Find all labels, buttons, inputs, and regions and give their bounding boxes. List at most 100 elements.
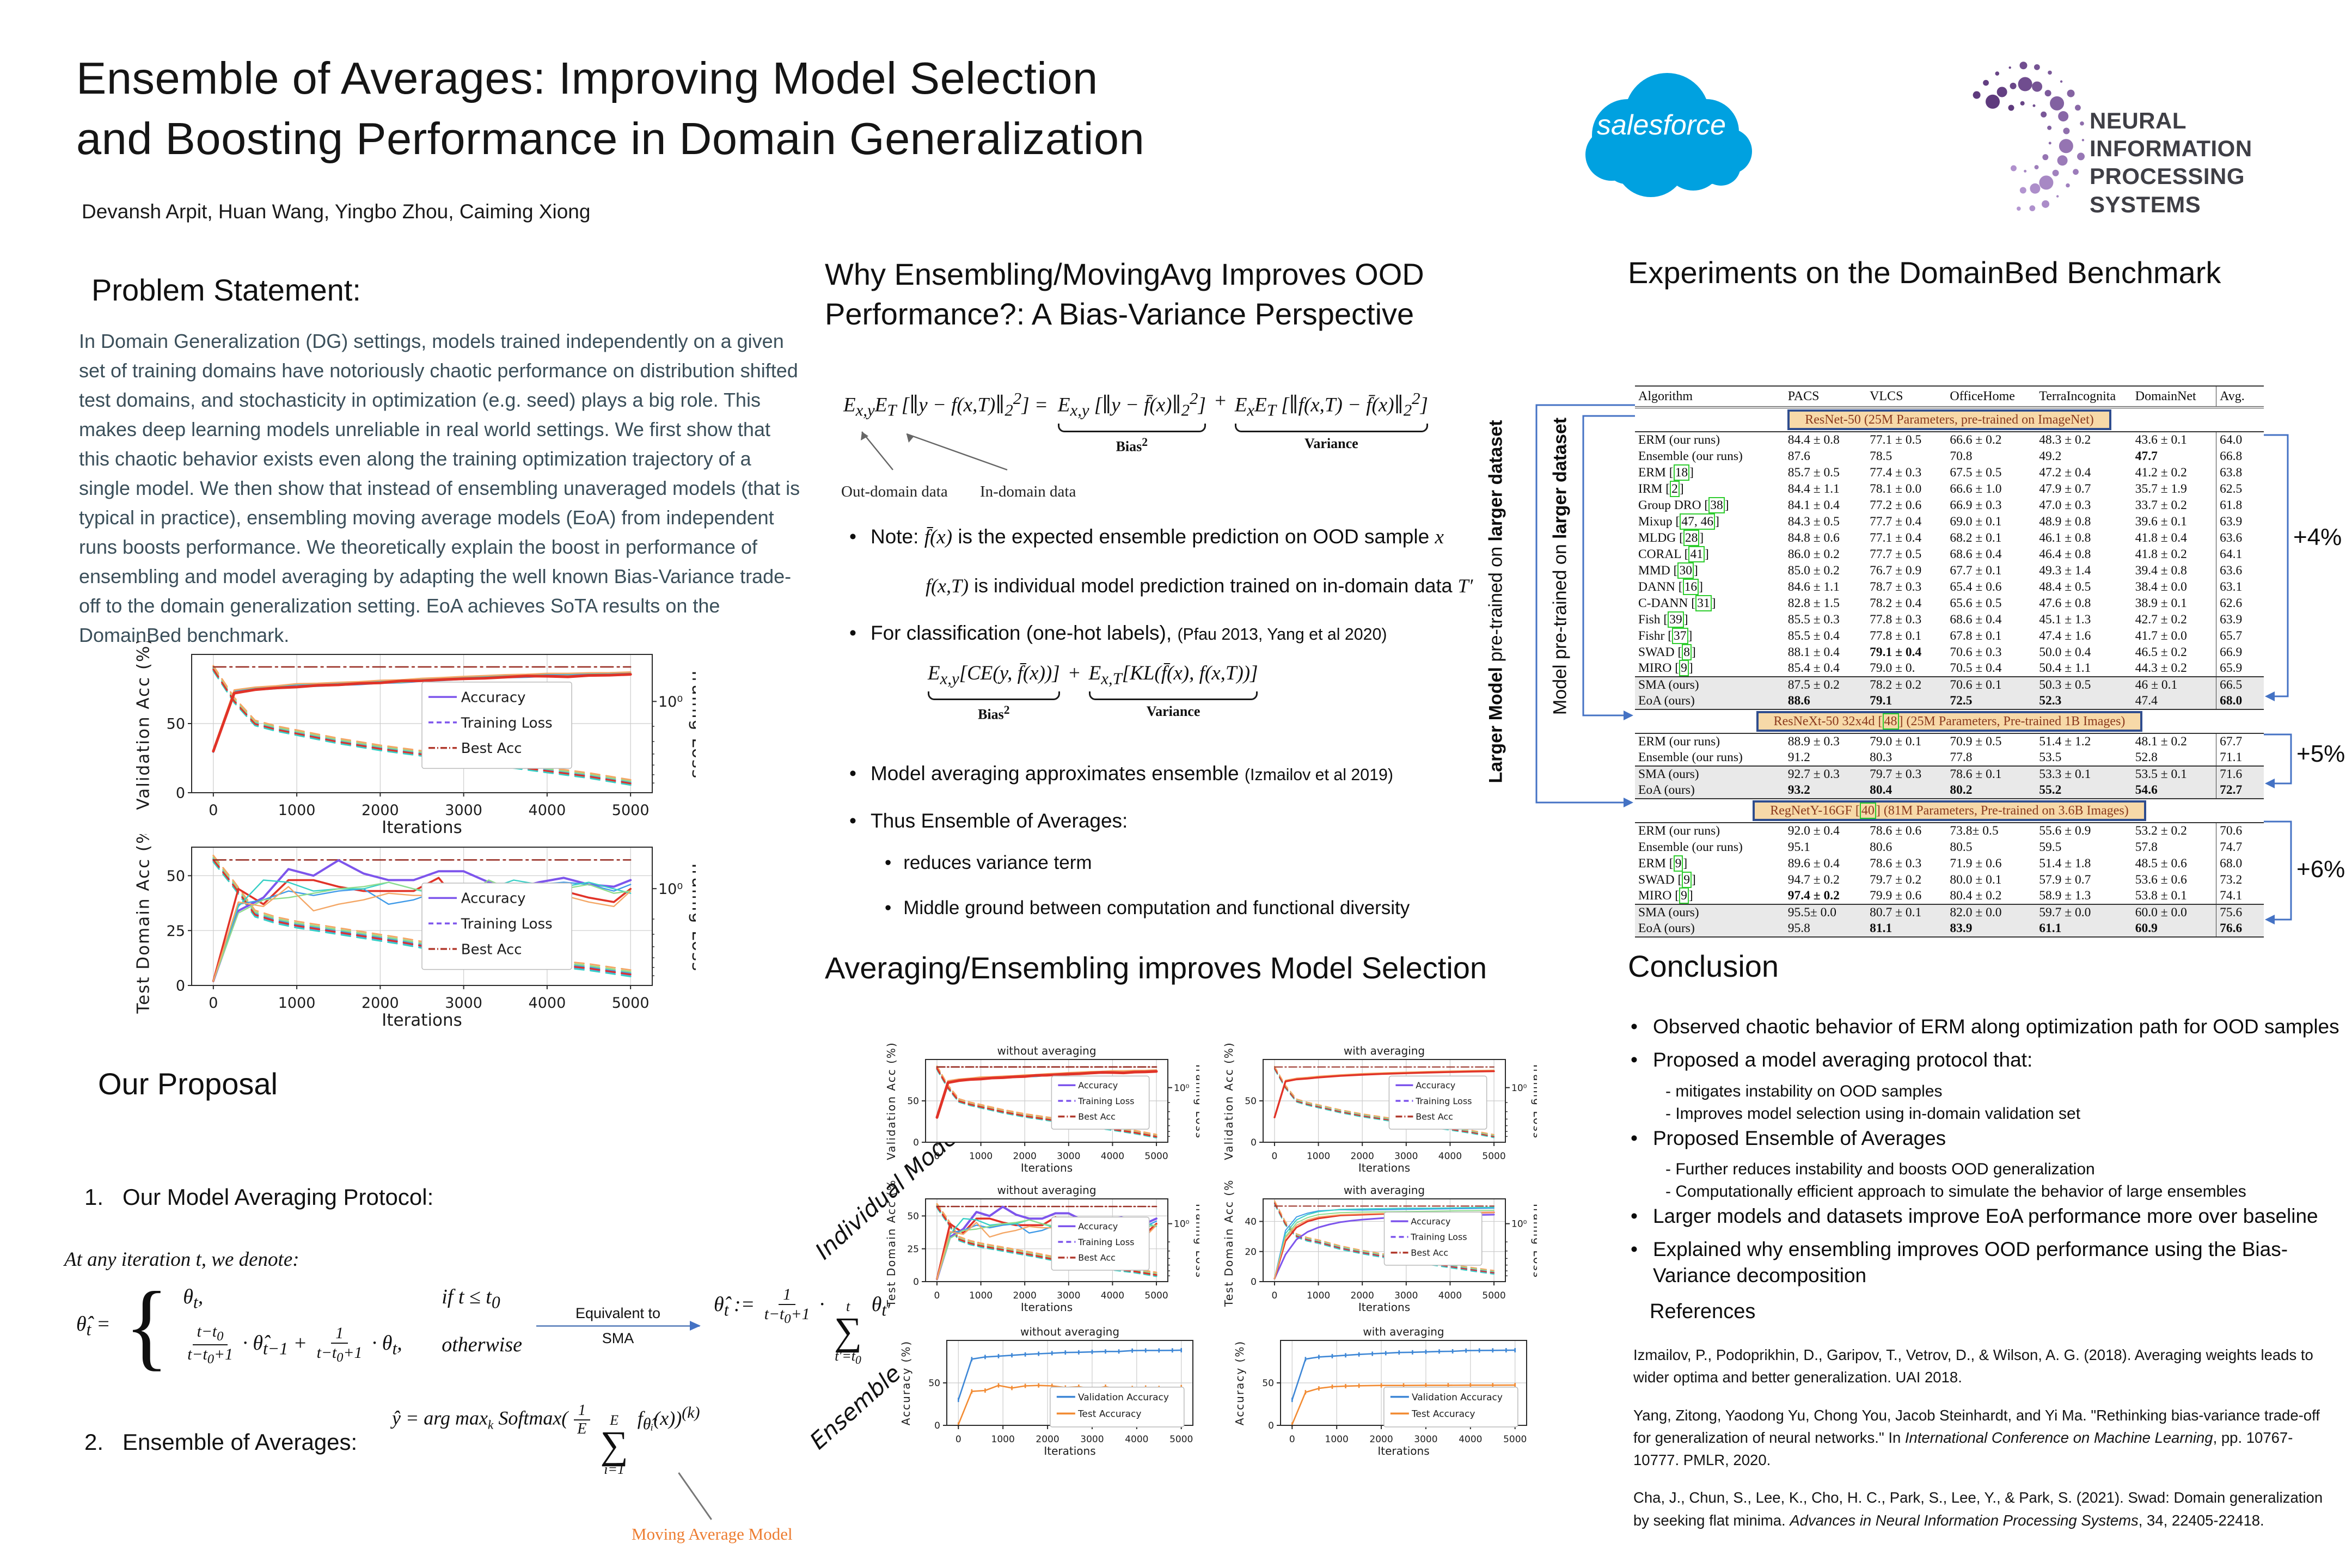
gain-plus4: +4% [2293,524,2342,550]
item-2-title: Ensemble of Averages: [122,1429,358,1455]
bias-variance-equation: Ex,yET [∥y − f(x,T)∥22] = Ex,y [∥y − f̄(… [841,389,1428,500]
svg-text:25: 25 [167,923,185,940]
gain-plus6: +6% [2296,856,2345,883]
conclusion-sub-bullet: - Computationally efficient approach to … [1665,1183,2246,1201]
thus-eoa-bullet: • Thus Ensemble of Averages: [849,810,1128,832]
domainbed-table: Algorithm PACS VLCS OfficeHome TerraIncognit… [1635,385,2264,938]
title-line-1: Ensemble of Averages: Improving Model Se… [76,53,1098,103]
svg-text:0: 0 [913,1137,919,1148]
svg-text:0: 0 [1272,1151,1278,1162]
table-row: Ensemble (our runs) 87.6 78.5 70.8 49.2 47.7 6… [1635,448,2264,464]
table-row: Ensemble (our runs) 95.1 80.6 80.5 59.5 57.8 7… [1635,839,2264,855]
table-row: SMA (ours) 95.5± 0.0 80.7 ± 0.1 82.0 ± 0.0 5… [1635,904,2264,921]
table-row: Fish [39] 85.5 ± 0.3 77.8 ± 0.3 68.6 ± 0.4 4… [1635,611,2264,628]
svg-text:2000: 2000 [1036,1434,1059,1445]
svg-text:10⁰: 10⁰ [658,881,683,898]
model-selection-heading: Averaging/Ensembling improves Model Sele… [825,951,1487,985]
model-averaging-equation: θ̂t = { θt, if t ≤ t0 t−t0 t−t0+1 · θ̂t−1… [76,1277,890,1374]
svg-text:Iterations: Iterations [1358,1301,1410,1314]
table-row: Group DRO [38] 84.1 ± 0.4 77.2 ± 0.6 66.9 ±… [1635,497,2264,513]
svg-text:Iterations: Iterations [1358,1161,1410,1174]
svg-text:50: 50 [907,1096,919,1107]
svg-text:1000: 1000 [1325,1434,1349,1445]
salesforce-cloud-icon [1585,73,1752,197]
table-header-row: Algorithm PACS VLCS OfficeHome TerraIncognit… [1635,385,2264,408]
table-row: MMD [30] 85.0 ± 0.2 76.7 ± 0.9 67.7 ± 0.1 49… [1635,562,2264,579]
svg-text:0: 0 [955,1434,961,1445]
svg-text:Best Acc: Best Acc [1078,1253,1116,1263]
table-row: EoA (ours) 93.2 80.4 80.2 55.2 54.6 72.7 [1635,782,2264,799]
svg-text:Iterations: Iterations [382,1010,462,1030]
svg-text:3000: 3000 [445,995,482,1012]
table-row: EoA (ours) 88.6 79.1 72.5 52.3 47.4 68.0 [1635,693,2264,710]
item-2-number: 2. [84,1429,104,1455]
table-row: ERM [18] 85.7 ± 0.5 77.4 ± 0.3 67.5 ± 0.5 47… [1635,464,2264,481]
svg-text:0: 0 [934,1420,940,1431]
svg-text:Iterations: Iterations [1021,1301,1073,1314]
svg-text:Accuracy: Accuracy [1416,1080,1455,1091]
bias-underbrace [1057,423,1206,432]
svg-text:5000: 5000 [1482,1151,1505,1162]
classification-equation: Ex,y[CE(y, f̄(x))] Bias2 + Ex,T[KL(f̄(x)… [928,662,1258,723]
denote-line: At any iteration t, we denote: [64,1248,299,1271]
svg-text:0: 0 [209,995,218,1012]
table-row: CORAL [41] 86.0 ± 0.2 77.7 ± 0.5 68.6 ± 0.4… [1635,546,2264,562]
svg-text:Best Acc: Best Acc [1078,1112,1116,1122]
experiments-heading: Experiments on the DomainBed Benchmark [1628,255,2221,290]
note-bullet: • Note: f̄(x) is the expected ensemble pr… [849,525,1444,548]
svg-text:5000: 5000 [1144,1290,1168,1301]
svg-text:4000: 4000 [1101,1290,1124,1301]
svg-text:1000: 1000 [278,995,316,1012]
bias-variance-heading: Why Ensembling/MovingAvg Improves OOD Pe… [825,255,1424,334]
svg-text:Iterations: Iterations [382,818,462,837]
conclusion-bullet: • Observed chaotic behavior of ERM along … [1631,1015,2339,1038]
svg-text:Accuracy: Accuracy [461,891,526,907]
conclusion-sub-bullet: - mitigates instability on OOD samples [1665,1082,1943,1100]
reference-item: Yang, Zitong, Yaodong Yu, Chong You, Jac… [1633,1406,2320,1469]
svg-text:0: 0 [913,1277,919,1288]
validation-acc-plot: 0 1000 2000 3000 4000 5000 0 50 10⁰ Iterations Val… [135,641,696,837]
svg-text:10⁰: 10⁰ [1174,1219,1190,1230]
svg-text:without averaging: without averaging [1020,1325,1119,1338]
svg-text:0: 0 [1289,1434,1295,1445]
svg-text:Test Accuracy: Test Accuracy [1411,1408,1475,1419]
references-list: Izmailov, P., Podoprikhin, D., Garipov, … [1633,1344,2336,1547]
svg-text:3000: 3000 [1057,1290,1080,1301]
svg-text:20: 20 [1245,1247,1257,1258]
table-row: MIRO [9] 97.4 ± 0.2 79.9 ± 0.6 80.4 ± 0.2 58… [1635,887,2264,904]
svg-text:Validation Acc (%): Validation Acc (%) [135,641,154,810]
title-line-2: and Boosting Performance in Domain Gener… [76,113,1145,164]
conclusion-bullet: • Larger models and datasets improve EoA … [1631,1205,2318,1228]
middle-ground-bullet: • Middle ground between computation and f… [885,897,1410,918]
model-pretrained-rot-label: Model pre-trained on larger dataset [1549,417,1571,715]
svg-text:5000: 5000 [1482,1290,1505,1301]
case-1-expr: θt, [183,1285,204,1312]
item-1-title: Our Model Averaging Protocol: [122,1184,434,1210]
svg-text:Validation Acc (%): Validation Acc (%) [886,1042,898,1160]
equivalent-to-sma-arrow: Equivalent to SMA [536,1305,701,1347]
svg-text:Training Loss: Training Loss [1410,1232,1467,1242]
references-heading: References [1650,1300,1756,1323]
individual-model-line: f(x,T) is individual model prediction tr… [926,574,1473,597]
table-row: SMA (ours) 92.7 ± 0.3 79.7 ± 0.3 78.6 ± 0.1… [1635,765,2264,782]
svg-text:50: 50 [1262,1378,1274,1389]
svg-text:Test Domain Acc (%): Test Domain Acc (%) [886,1180,898,1307]
arrow-label-top: Equivalent to [575,1305,661,1322]
table-row: MIRO [9] 85.4 ± 0.4 79.0 ± 0. 70.5 ± 0.4 50.… [1635,660,2264,677]
test-domain-acc-plot: 0 1000 2000 3000 4000 5000 0 25 50 10⁰ Iterations T… [135,834,696,1030]
svg-text:5000: 5000 [612,995,650,1012]
poster-title: Ensemble of Averages: Improving Model Se… [76,48,1579,169]
svg-text:2000: 2000 [1351,1151,1374,1162]
svg-text:3000: 3000 [1414,1434,1437,1445]
svg-text:0: 0 [1251,1277,1257,1288]
svg-text:10⁰: 10⁰ [658,694,683,710]
bias-variance-heading-line2: Performance?: A Bias-Variance Perspectiv… [825,296,1414,331]
svg-text:0: 0 [176,978,185,995]
svg-text:0: 0 [934,1290,940,1301]
salesforce-logo: salesforce [1576,50,1761,213]
test-acc-with-averaging-plot: 0 1000 2000 3000 4000 5000 0 20 40 10⁰ Iterations T… [1224,1180,1537,1315]
svg-text:2000: 2000 [1013,1151,1037,1162]
table-row: SMA (ours) 87.5 ± 0.2 78.2 ± 0.2 70.6 ± 0.1… [1635,676,2264,693]
neurips-logo: NEURAL INFORMATION PROCESSING SYSTEMS [1960,54,2330,229]
